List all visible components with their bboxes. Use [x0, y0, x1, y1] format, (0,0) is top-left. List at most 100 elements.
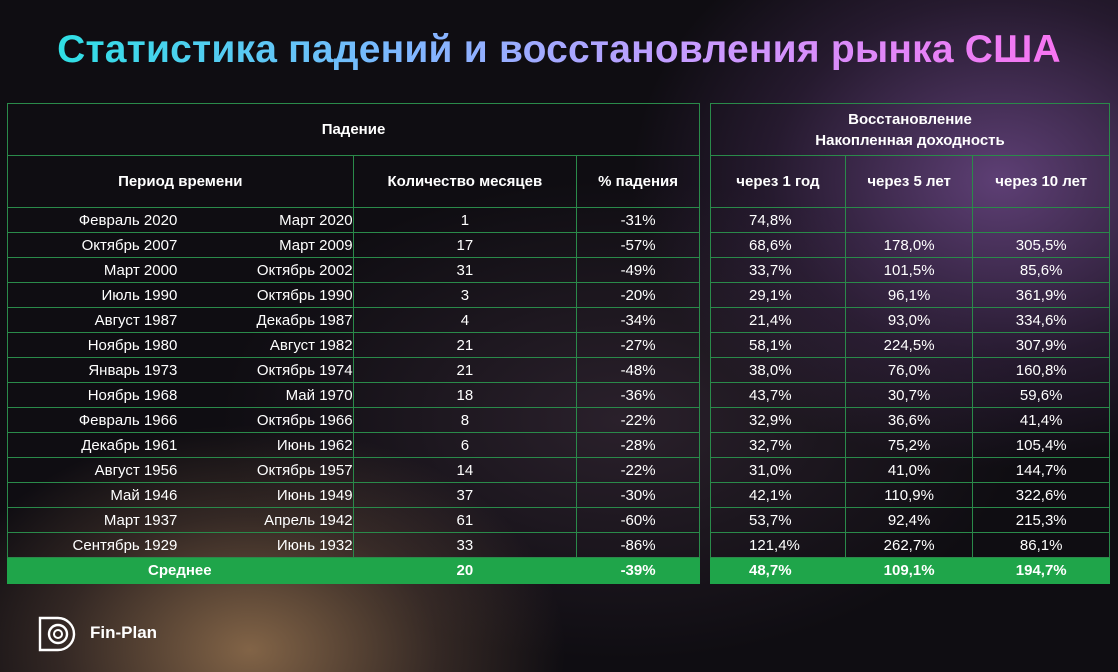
- return-1y-cell: 38,0%: [710, 357, 846, 383]
- return-10y-cell: 160,8%: [972, 357, 1110, 383]
- table-row: 121,4% 262,7% 86,1%: [710, 532, 1110, 558]
- return-10y-cell: 85,6%: [972, 257, 1110, 283]
- return-5y-cell: 76,0%: [844, 357, 974, 383]
- period-start: Март 1937: [7, 507, 182, 533]
- table-row: Февраль 2020 Март 2020 1 -31%: [7, 207, 700, 233]
- average-row: 48,7% 109,1% 194,7%: [710, 557, 1110, 584]
- average-row: Среднее 20 -39%: [7, 557, 700, 584]
- table-row: 74,8%: [710, 207, 1110, 233]
- return-1y-cell: 121,4%: [710, 532, 846, 558]
- table-row: Сентябрь 1929 Июнь 1932 33 -86%: [7, 532, 700, 558]
- period-start: Ноябрь 1968: [7, 382, 182, 408]
- return-5y-cell: 93,0%: [844, 307, 974, 333]
- table-row: 21,4% 93,0% 334,6%: [710, 307, 1110, 333]
- period-end: Июнь 1932: [181, 532, 354, 558]
- return-10y-cell: 361,9%: [972, 282, 1110, 308]
- return-10y-cell: 144,7%: [972, 457, 1110, 483]
- return-5y-cell: 96,1%: [844, 282, 974, 308]
- table-row: Май 1946 Июнь 1949 37 -30%: [7, 482, 700, 508]
- return-10y-cell: 41,4%: [972, 407, 1110, 433]
- return-1y-cell: 29,1%: [710, 282, 846, 308]
- recovery-group-header: Восстановление Накопленная доходность: [710, 103, 1110, 156]
- decline-pct-cell: -27%: [576, 332, 700, 358]
- return-1y-cell: 32,7%: [710, 432, 846, 458]
- months-cell: 21: [352, 357, 578, 383]
- months-cell: 31: [352, 257, 578, 283]
- table-row: Июль 1990 Октябрь 1990 3 -20%: [7, 282, 700, 308]
- return-1y-cell: 32,9%: [710, 407, 846, 433]
- table-row: 43,7% 30,7% 59,6%: [710, 382, 1110, 408]
- period-end: Октябрь 2002: [181, 257, 354, 283]
- period-start: Февраль 1966: [7, 407, 182, 433]
- months-cell: 4: [352, 307, 578, 333]
- decline-pct-cell: -60%: [576, 507, 700, 533]
- average-label: Среднее: [7, 557, 354, 584]
- column-header-1y: через 1 год: [710, 155, 846, 208]
- table-row: 68,6% 178,0% 305,5%: [710, 232, 1110, 258]
- average-months: 20: [352, 557, 578, 584]
- months-cell: 6: [352, 432, 578, 458]
- return-1y-cell: 53,7%: [710, 507, 846, 533]
- brand-name: Fin-Plan: [90, 623, 158, 642]
- fin-plan-logo-icon: [38, 616, 76, 652]
- months-cell: 3: [352, 282, 578, 308]
- period-start: Январь 1973: [7, 357, 182, 383]
- table-row: 32,7% 75,2% 105,4%: [710, 432, 1110, 458]
- table-row: Август 1987 Декабрь 1987 4 -34%: [7, 307, 700, 333]
- return-10y-cell: 59,6%: [972, 382, 1110, 408]
- return-1y-cell: 33,7%: [710, 257, 846, 283]
- period-end: Декабрь 1987: [181, 307, 354, 333]
- decline-pct-cell: -22%: [576, 457, 700, 483]
- return-1y-cell: 43,7%: [710, 382, 846, 408]
- return-1y-cell: 68,6%: [710, 232, 846, 258]
- decline-table: Падение Период времени Количество месяце…: [7, 103, 700, 584]
- months-cell: 17: [352, 232, 578, 258]
- return-5y-cell: 92,4%: [844, 507, 974, 533]
- period-start: Февраль 2020: [7, 207, 182, 233]
- decline-pct-cell: -28%: [576, 432, 700, 458]
- period-end: Октябрь 1957: [181, 457, 354, 483]
- table-row: Декабрь 1961 Июнь 1962 6 -28%: [7, 432, 700, 458]
- return-10y-cell: 334,6%: [972, 307, 1110, 333]
- table-row: Ноябрь 1980 Август 1982 21 -27%: [7, 332, 700, 358]
- return-1y-cell: 21,4%: [710, 307, 846, 333]
- table-row: Февраль 1966 Октябрь 1966 8 -22%: [7, 407, 700, 433]
- column-header-months: Количество месяцев: [352, 155, 578, 208]
- return-10y-cell: 307,9%: [972, 332, 1110, 358]
- table-row: 42,1% 110,9% 322,6%: [710, 482, 1110, 508]
- period-start: Май 1946: [7, 482, 182, 508]
- period-start: Июль 1990: [7, 282, 182, 308]
- period-end: Октябрь 1966: [181, 407, 354, 433]
- decline-pct-cell: -30%: [576, 482, 700, 508]
- return-1y-cell: 74,8%: [710, 207, 846, 233]
- period-start: Август 1987: [7, 307, 182, 333]
- average-return-10y: 194,7%: [972, 557, 1110, 584]
- table-row: 29,1% 96,1% 361,9%: [710, 282, 1110, 308]
- return-5y-cell: 178,0%: [844, 232, 974, 258]
- decline-pct-cell: -20%: [576, 282, 700, 308]
- months-cell: 8: [352, 407, 578, 433]
- return-5y-cell: [844, 207, 974, 233]
- column-header-5y: через 5 лет: [844, 155, 974, 208]
- months-cell: 21: [352, 332, 578, 358]
- months-cell: 1: [352, 207, 578, 233]
- return-10y-cell: 305,5%: [972, 232, 1110, 258]
- period-start: Декабрь 1961: [7, 432, 182, 458]
- period-start: Август 1956: [7, 457, 182, 483]
- return-1y-cell: 31,0%: [710, 457, 846, 483]
- table-row: 53,7% 92,4% 215,3%: [710, 507, 1110, 533]
- return-10y-cell: [972, 207, 1110, 233]
- average-return-5y: 109,1%: [844, 557, 974, 584]
- table-row: Март 2000 Октябрь 2002 31 -49%: [7, 257, 700, 283]
- decline-pct-cell: -49%: [576, 257, 700, 283]
- recovery-header-line1: Восстановление: [848, 110, 972, 128]
- table-row: Октябрь 2007 Март 2009 17 -57%: [7, 232, 700, 258]
- decline-pct-cell: -48%: [576, 357, 700, 383]
- average-decline-pct: -39%: [576, 557, 700, 584]
- return-10y-cell: 105,4%: [972, 432, 1110, 458]
- column-header-decline-pct: % падения: [576, 155, 700, 208]
- return-5y-cell: 110,9%: [844, 482, 974, 508]
- decline-group-header: Падение: [7, 103, 700, 156]
- column-header-10y: через 10 лет: [972, 155, 1110, 208]
- page-title: Статистика падений и восстановления рынк…: [0, 28, 1118, 72]
